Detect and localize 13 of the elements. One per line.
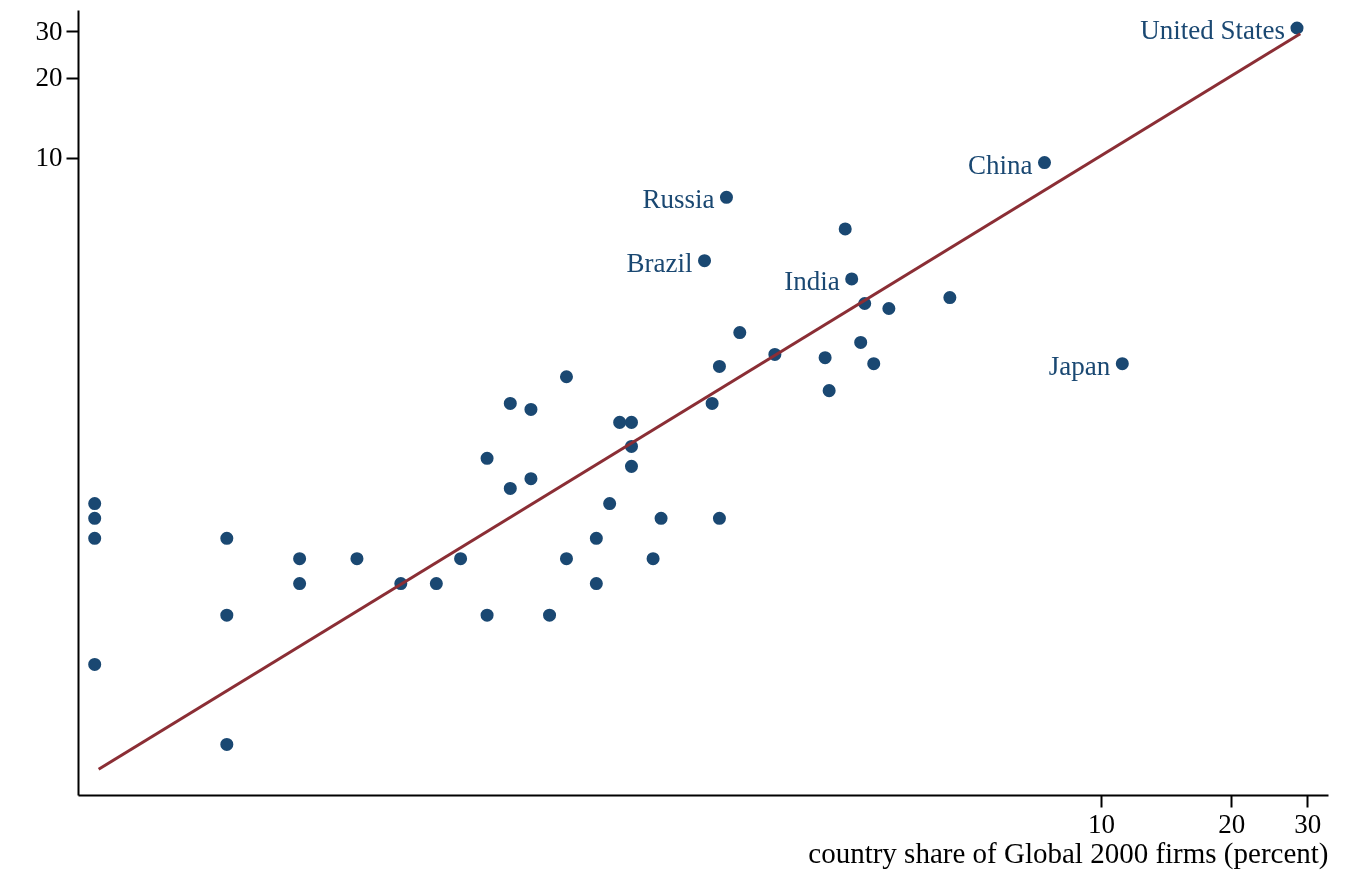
x-tick-label: 30 xyxy=(1294,808,1322,839)
annotation: China xyxy=(968,149,1033,180)
annotation: Japan xyxy=(1048,350,1111,381)
annotation: United States xyxy=(1140,15,1285,45)
y-tick-label: 20 xyxy=(35,62,63,93)
annotation: Brazil xyxy=(626,247,693,278)
x-tick-label: 20 xyxy=(1218,808,1246,839)
annotation: Russia xyxy=(642,184,715,215)
x-tick-label: 10 xyxy=(1088,808,1116,839)
annotation: India xyxy=(784,265,840,296)
x-axis-title: country share of Global 2000 firms (percent) xyxy=(808,836,1329,870)
y-tick-label: 10 xyxy=(35,142,63,173)
y-tick-label: 30 xyxy=(35,15,63,46)
